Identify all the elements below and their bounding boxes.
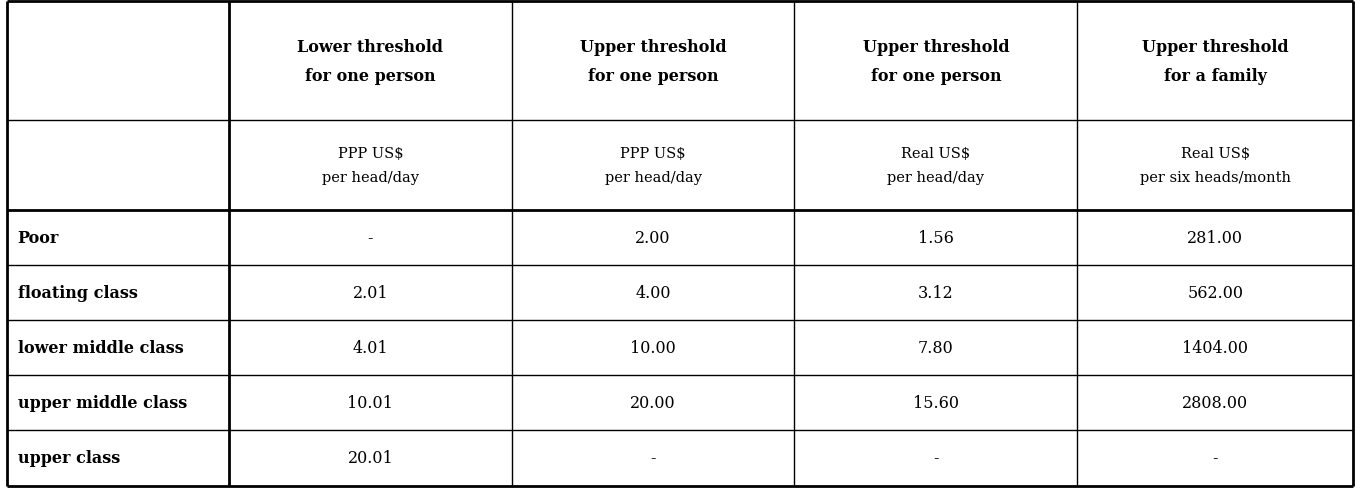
Text: -: - (367, 229, 373, 246)
Text: 562.00: 562.00 (1187, 285, 1243, 301)
Text: -: - (1213, 449, 1219, 467)
Text: 1404.00: 1404.00 (1182, 339, 1248, 356)
Text: PPP US$
per head/day: PPP US$ per head/day (605, 146, 702, 184)
Text: 3.12: 3.12 (918, 285, 953, 301)
Text: 4.01: 4.01 (352, 339, 388, 356)
Text: Upper threshold
for one person: Upper threshold for one person (862, 39, 1009, 84)
Text: 20.00: 20.00 (630, 394, 676, 411)
Text: lower middle class: lower middle class (18, 339, 184, 356)
Text: 4.00: 4.00 (635, 285, 670, 301)
Text: 15.60: 15.60 (913, 394, 959, 411)
Text: 20.01: 20.01 (347, 449, 393, 467)
Text: 2.01: 2.01 (352, 285, 388, 301)
Text: 10.00: 10.00 (630, 339, 676, 356)
Text: 281.00: 281.00 (1187, 229, 1243, 246)
Text: upper class: upper class (18, 449, 120, 467)
Text: 10.01: 10.01 (347, 394, 393, 411)
Text: 2.00: 2.00 (635, 229, 670, 246)
Text: Poor: Poor (18, 229, 58, 246)
Text: Real US$
per six heads/month: Real US$ per six heads/month (1140, 146, 1291, 184)
Text: -: - (650, 449, 656, 467)
Text: Upper threshold
for a family: Upper threshold for a family (1142, 39, 1288, 84)
Text: Upper threshold
for one person: Upper threshold for one person (579, 39, 726, 84)
Text: floating class: floating class (18, 285, 137, 301)
Text: 7.80: 7.80 (918, 339, 953, 356)
Text: Lower threshold
for one person: Lower threshold for one person (298, 39, 443, 84)
Text: 2808.00: 2808.00 (1182, 394, 1248, 411)
Text: PPP US$
per head/day: PPP US$ per head/day (322, 146, 419, 184)
Text: upper middle class: upper middle class (18, 394, 186, 411)
Text: 1.56: 1.56 (918, 229, 953, 246)
Text: -: - (933, 449, 938, 467)
Text: Real US$
per head/day: Real US$ per head/day (887, 146, 985, 184)
